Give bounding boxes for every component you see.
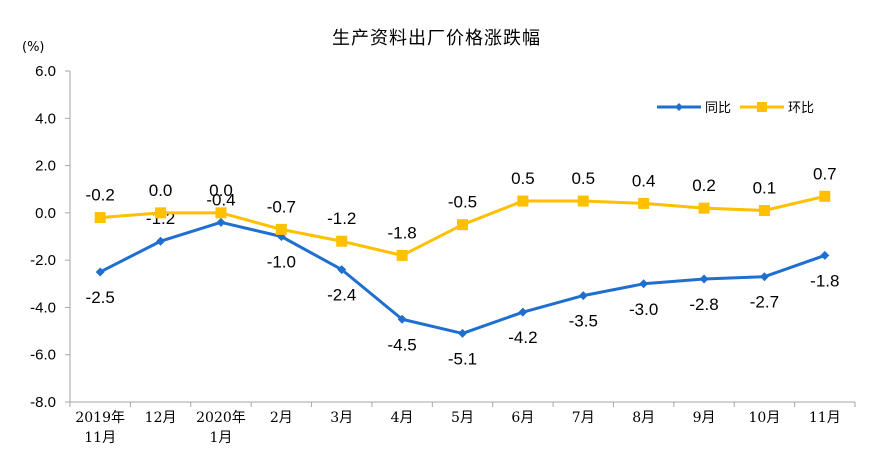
y-tick-label: -6.0 [30, 347, 56, 364]
data-point [397, 314, 407, 324]
data-point [396, 249, 408, 261]
data-point [639, 279, 649, 289]
data-point [819, 190, 831, 202]
data-point [458, 328, 467, 338]
data-label: -1.8 [810, 271, 839, 290]
y-unit-label: (%) [22, 40, 45, 55]
x-tick-label: 11月 [809, 410, 841, 426]
data-label: 0.4 [632, 171, 656, 190]
data-label: -2.7 [750, 293, 779, 312]
legend-label: 同比 [705, 101, 731, 116]
data-point [638, 197, 650, 209]
data-label: 0.0 [209, 181, 233, 200]
data-point [699, 274, 709, 284]
data-label: -0.7 [267, 197, 296, 216]
chart-title: 生产资料出厂价格涨跌幅 [332, 28, 541, 49]
data-label: 0.0 [149, 181, 173, 200]
y-tick-label: 4.0 [35, 110, 56, 127]
data-label: -3.5 [569, 312, 598, 331]
y-tick-label: 6.0 [35, 63, 56, 80]
data-label: -4.5 [387, 335, 416, 354]
data-point [275, 223, 287, 235]
x-tick-label: 8月 [632, 410, 655, 426]
x-tick-label: 2019年 [75, 410, 125, 426]
data-point [94, 212, 106, 224]
y-tick-label: -4.0 [30, 299, 56, 316]
data-point [759, 272, 769, 282]
x-tick-label: 2020年 [196, 410, 246, 426]
data-point [820, 250, 830, 260]
data-label: -1.8 [387, 223, 416, 242]
data-point [698, 202, 710, 214]
x-tick-label: 11月 [84, 430, 116, 446]
x-tick-label: 3月 [330, 410, 353, 426]
data-point [215, 207, 227, 219]
x-tick-label: 5月 [451, 410, 474, 426]
data-point [156, 236, 166, 246]
data-point [577, 195, 589, 207]
x-tick-label: 6月 [511, 410, 534, 426]
x-tick-label: 7月 [572, 410, 595, 426]
data-label: -0.4 [206, 190, 235, 209]
data-label: 0.7 [813, 164, 837, 183]
y-tick-label: -8.0 [30, 394, 56, 411]
data-point [517, 195, 529, 207]
data-label: -1.2 [327, 209, 356, 228]
data-point [95, 267, 105, 277]
data-label: -2.8 [689, 295, 718, 314]
data-label: -0.2 [86, 186, 115, 205]
data-point [336, 235, 348, 247]
data-point [518, 307, 528, 317]
data-label: -1.0 [267, 253, 296, 272]
data-point [758, 204, 770, 216]
data-label: -2.5 [86, 288, 115, 307]
legend-marker [757, 102, 767, 112]
data-point [578, 291, 588, 301]
legend-marker [675, 103, 683, 111]
x-tick-label: 9月 [693, 410, 716, 426]
data-label: -0.5 [448, 193, 477, 212]
data-label: -4.2 [508, 328, 537, 347]
x-tick-label: 10月 [749, 410, 781, 426]
data-label: 0.1 [753, 178, 777, 197]
data-label: -3.0 [629, 300, 658, 319]
data-point [337, 265, 347, 275]
data-label: -5.1 [448, 349, 477, 368]
data-point [216, 217, 226, 227]
x-tick-label: 2月 [270, 410, 293, 426]
x-tick-label: 12月 [145, 410, 177, 426]
legend-label: 环比 [788, 101, 814, 116]
series-line-yoy [99, 220, 826, 335]
data-label: 0.5 [511, 169, 535, 188]
x-tick-label: 1月 [210, 430, 233, 446]
data-point [457, 219, 468, 231]
y-tick-label: -2.0 [30, 252, 56, 269]
data-label: -2.4 [327, 286, 356, 305]
y-tick-label: 0.0 [35, 205, 56, 222]
y-tick-label: 2.0 [35, 158, 56, 175]
data-label: 0.2 [692, 176, 716, 195]
x-tick-label: 4月 [391, 410, 414, 426]
data-point [155, 207, 167, 219]
data-label: 0.5 [571, 169, 595, 188]
